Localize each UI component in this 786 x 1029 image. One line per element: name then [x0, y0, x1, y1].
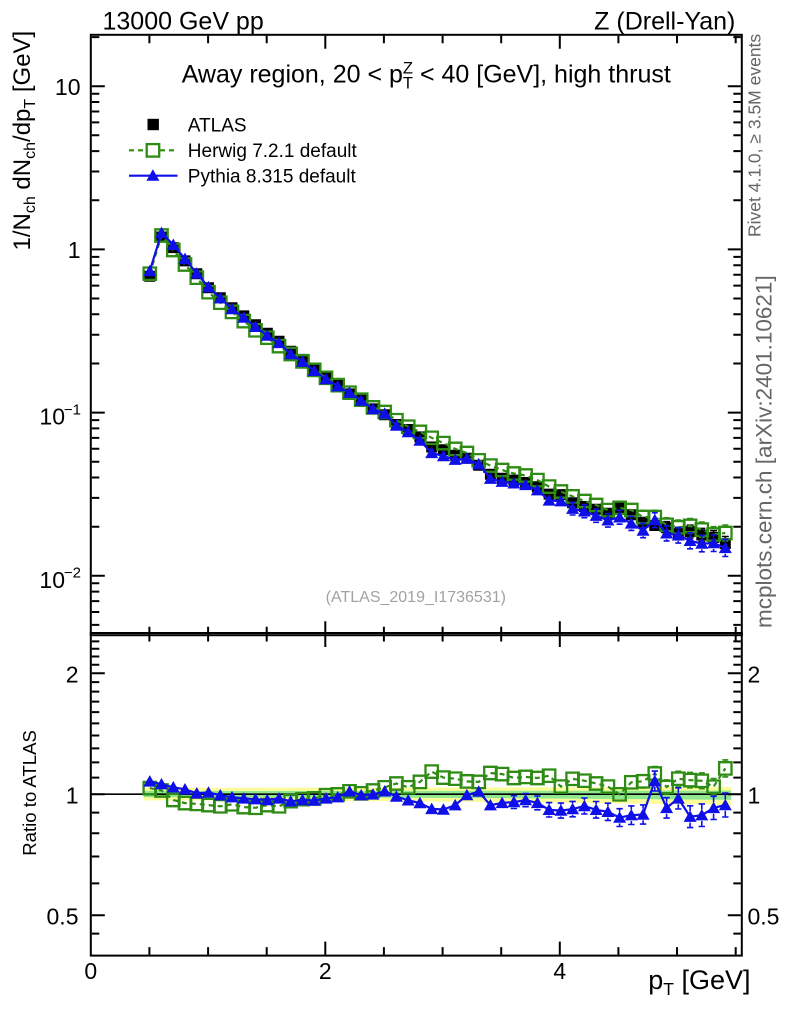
svg-text:−1: −1 [64, 401, 81, 418]
svg-text:2: 2 [319, 958, 332, 984]
svg-text:Rivet 4.1.0, ≥ 3.5M events: Rivet 4.1.0, ≥ 3.5M events [745, 34, 765, 237]
svg-text:10: 10 [55, 74, 81, 100]
svg-text:4: 4 [553, 958, 566, 984]
svg-text:1: 1 [68, 237, 81, 263]
svg-text:0: 0 [84, 958, 97, 984]
svg-text:Herwig 7.2.1 default: Herwig 7.2.1 default [188, 141, 358, 162]
svg-text:10: 10 [39, 567, 65, 593]
svg-text:Away region, 20 < pZT < 40 [Ge: Away region, 20 < pZ T < 40 [GeV], high t… [182, 59, 671, 92]
svg-text:Ratio to ATLAS: Ratio to ATLAS [19, 730, 40, 856]
svg-text:2: 2 [66, 661, 79, 687]
svg-text:13000 GeV pp: 13000 GeV pp [103, 8, 264, 36]
svg-text:−2: −2 [64, 565, 81, 582]
svg-text:pT [GeV]: pT [GeV] [648, 965, 750, 999]
svg-text:10: 10 [39, 404, 65, 430]
svg-text:1: 1 [66, 782, 79, 808]
svg-text:0.5: 0.5 [47, 903, 79, 929]
svg-text:(ATLAS_2019_I1736531): (ATLAS_2019_I1736531) [326, 589, 506, 606]
svg-text:mcplots.cern.ch [arXiv:2401.10: mcplots.cern.ch [arXiv:2401.10621] [752, 275, 777, 628]
svg-text:0.5: 0.5 [748, 903, 780, 929]
svg-text:2: 2 [748, 661, 761, 687]
svg-text:ATLAS: ATLAS [188, 115, 247, 136]
svg-text:1: 1 [748, 782, 761, 808]
svg-text:Z (Drell-Yan): Z (Drell-Yan) [594, 8, 735, 36]
svg-text:Pythia 8.315 default: Pythia 8.315 default [188, 167, 357, 188]
svg-text:1/Nch dNch/dpT [GeV]: 1/Nch dNch/dpT [GeV] [9, 31, 39, 251]
